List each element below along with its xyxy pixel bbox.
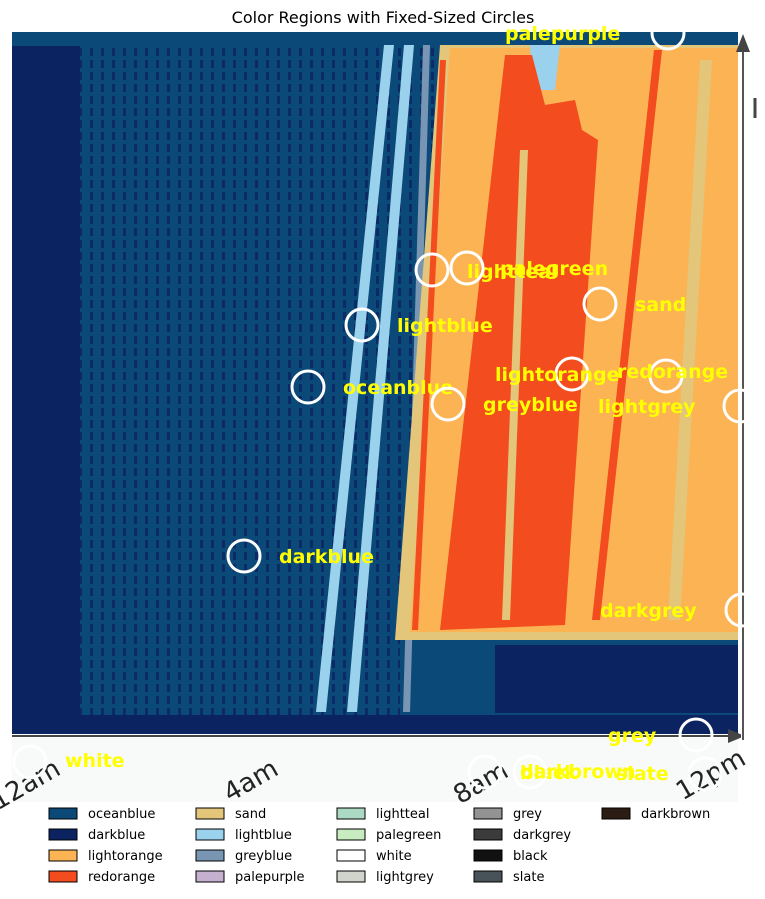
- marker-circle: [290, 369, 326, 405]
- legend-swatch: [48, 870, 78, 883]
- legend-label: white: [376, 849, 412, 864]
- legend-swatch: [473, 849, 503, 862]
- legend-label: slate: [513, 870, 544, 885]
- x-tick-label: 12am: [0, 753, 66, 816]
- marker-circle: [582, 286, 618, 322]
- legend-swatch: [336, 849, 366, 862]
- marker-label: lightblue: [397, 315, 493, 337]
- marker-label: oceanblue: [343, 377, 453, 399]
- legend-swatch: [195, 849, 225, 862]
- legend-swatch: [48, 828, 78, 841]
- marker-circle: [467, 754, 503, 790]
- legend-label: redorange: [88, 870, 155, 885]
- legend-label: darkbrown: [641, 807, 710, 822]
- marker-label: white: [65, 750, 125, 772]
- legend-label: grey: [513, 807, 542, 822]
- marker-circle: [724, 592, 760, 628]
- legend-swatch: [195, 828, 225, 841]
- marker-circle: [414, 252, 450, 288]
- marker-label: darkbrown: [520, 761, 636, 783]
- plot-image: [12, 32, 738, 802]
- legend-label: darkgrey: [513, 828, 571, 843]
- region-oceanblue-top-band: [12, 32, 738, 46]
- marker-label: lightteal: [467, 261, 558, 283]
- marker-label: darkblue: [279, 546, 374, 568]
- legend: oceanblue darkblue lightorange redorange san…: [48, 807, 710, 885]
- marker-circle: [554, 356, 590, 392]
- legend-label: palegreen: [376, 828, 441, 843]
- region-redorange-thin-1: [412, 60, 446, 630]
- legend-label: lightteal: [376, 807, 430, 822]
- marker-circle: [512, 754, 548, 790]
- legend-swatch: [473, 828, 503, 841]
- legend-swatch: [195, 870, 225, 883]
- legend-swatch: [336, 807, 366, 820]
- legend-label: black: [513, 849, 548, 864]
- region-oceanblue-stripes: [80, 45, 440, 715]
- region-lightblue-streak-1: [316, 45, 394, 712]
- marker-circle: [344, 307, 380, 343]
- chart-title: Color Regions with Fixed-Sized Circles: [232, 8, 535, 27]
- legend-swatch: [336, 870, 366, 883]
- marker-label: greyblue: [483, 394, 578, 416]
- legend-swatch: [601, 807, 631, 820]
- marker-circle: [687, 756, 723, 792]
- legend-label: sand: [235, 807, 266, 822]
- marker-circle: [678, 717, 714, 753]
- region-sand-stripe-2: [668, 60, 712, 620]
- legend-label: lightgrey: [376, 870, 434, 885]
- legend-label: greyblue: [235, 849, 292, 864]
- legend-swatch: [48, 849, 78, 862]
- marker-circle: [722, 388, 758, 424]
- marker-circle: [12, 744, 48, 780]
- marker-circle: [650, 15, 686, 51]
- marker-label: lightgrey: [598, 396, 696, 418]
- legend-swatch: [48, 807, 78, 820]
- marker-label: grey: [608, 725, 657, 747]
- legend-swatch: [473, 870, 503, 883]
- marker-circle: [226, 538, 262, 574]
- marker-label: black: [520, 762, 577, 784]
- marker-label: palepurple: [505, 23, 620, 45]
- region-lightblue-streak-2: [347, 45, 414, 712]
- marker-label: redorange: [617, 361, 728, 383]
- legend-label: lightorange: [88, 849, 163, 864]
- marker-circle: [449, 250, 485, 286]
- marker-label: slate: [616, 763, 669, 785]
- marker-label: darkgrey: [600, 600, 697, 622]
- marker-circle: [648, 358, 684, 394]
- region-white-bottom: [12, 738, 738, 802]
- marker-label: palegreen: [500, 258, 608, 280]
- region-sand-stripe: [502, 150, 528, 620]
- legend-label: oceanblue: [88, 807, 155, 822]
- legend-label: darkblue: [88, 828, 145, 843]
- legend-swatch: [473, 807, 503, 820]
- legend-label: palepurple: [235, 870, 305, 885]
- legend-label: lightblue: [235, 828, 292, 843]
- marker-label: sand: [635, 294, 686, 316]
- marker-label: lightorange: [495, 364, 620, 386]
- legend-swatch: [336, 828, 366, 841]
- marker-circle: [430, 386, 466, 422]
- region-darkblue-lower-right: [495, 645, 738, 713]
- region-redorange-thin-2: [592, 50, 662, 620]
- legend-swatch: [195, 807, 225, 820]
